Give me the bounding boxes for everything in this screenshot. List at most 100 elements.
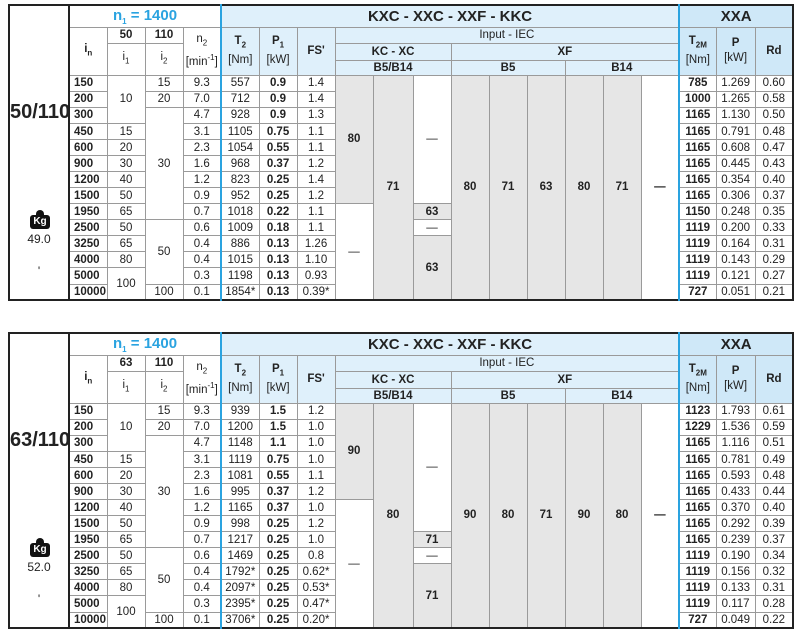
output-torque: 1792* bbox=[220, 563, 260, 581]
i2-stage-header: 110 bbox=[144, 354, 184, 372]
xf-header: XF bbox=[450, 370, 680, 389]
input-power: 0.9 bbox=[258, 74, 298, 92]
service-factor: 0.93 bbox=[296, 267, 336, 285]
ratio-i1: 40 bbox=[106, 171, 146, 188]
output-speed: 0.7 bbox=[182, 531, 222, 549]
model-size: 50/110 bbox=[10, 101, 69, 123]
p1-header: P1 [kW] bbox=[258, 354, 298, 404]
i1-header: i1 bbox=[106, 370, 146, 404]
xxa-power: 0.791 bbox=[715, 123, 756, 140]
xf-motor-size: 90 bbox=[564, 402, 604, 629]
n2-unit-sup: -1 bbox=[207, 53, 215, 63]
output-speed: 9.3 bbox=[182, 74, 222, 92]
xxa-efficiency: 0.39 bbox=[754, 515, 794, 533]
n1-subscript: 1 bbox=[122, 344, 127, 354]
ratio-i1: 30 bbox=[106, 483, 146, 500]
ratio-in: 5000 bbox=[68, 267, 108, 285]
service-factor: 0.8 bbox=[296, 547, 336, 565]
ratio-in: 2500 bbox=[68, 547, 108, 565]
output-speed: 0.4 bbox=[182, 235, 222, 253]
xxa-torque: 1119 bbox=[678, 563, 717, 581]
kc-xc-motor-size: — bbox=[412, 74, 452, 205]
xxa-torque: 1123 bbox=[678, 402, 717, 420]
input-power: 1.1 bbox=[258, 434, 298, 453]
xxa-torque: 1165 bbox=[678, 155, 717, 172]
header-row: 50/110 Kg 49.0 ' n1 = 1400 KXC - XXC - XXF - … bbox=[8, 4, 794, 301]
kc-b5b14-header: B5/B14 bbox=[334, 387, 452, 404]
ratio-i1: 65 bbox=[106, 202, 146, 221]
n2-label: n2 bbox=[184, 360, 220, 378]
service-factor: 0.39* bbox=[296, 283, 336, 301]
xf-motor-size: 90 bbox=[450, 402, 490, 629]
t2-header: T2 [Nm] bbox=[220, 354, 260, 404]
n2-unit: [min-1] bbox=[184, 50, 220, 70]
ratio-in: 200 bbox=[68, 90, 108, 108]
ratio-in: 1950 bbox=[68, 531, 108, 549]
p-label: P bbox=[731, 37, 740, 50]
table-row: 150 10 15 9.3 557 0.9 1.4 80 71—80 71 63 80 71—785 1.… bbox=[9, 74, 794, 301]
t2m-header: T2M [Nm] bbox=[678, 354, 717, 404]
header-row: in 50 110 n2 [min-1] T2 [Nm] P1 [kW] FS' Input - I… bbox=[9, 26, 794, 76]
service-factor: 1.0 bbox=[296, 434, 336, 453]
xxa-efficiency: 0.34 bbox=[754, 547, 794, 565]
xf-header: XF bbox=[450, 42, 680, 61]
n2-header: n2 [min-1] bbox=[182, 354, 222, 404]
kc-xc-motor-size: — bbox=[412, 547, 452, 565]
input-power: 1.5 bbox=[258, 418, 298, 436]
kc-xc-header: KC - XC bbox=[334, 42, 452, 61]
p1-header: P1 [kW] bbox=[258, 26, 298, 76]
output-speed: 4.7 bbox=[182, 434, 222, 453]
p1-label-text: P bbox=[271, 35, 280, 48]
output-torque: 2097* bbox=[220, 579, 260, 597]
t2m-unit: [Nm] bbox=[685, 53, 710, 66]
output-torque: 1054 bbox=[220, 139, 260, 156]
table-row: 1200 40 1.2 823 0.25 1.4 1165 0.354 0.40 bbox=[9, 171, 794, 188]
ratio-i1: 20 bbox=[106, 139, 146, 156]
service-factor: 1.1 bbox=[296, 202, 336, 221]
kc-xc-motor-size: 90 bbox=[334, 402, 374, 501]
xf-motor-size: 80 bbox=[564, 74, 604, 301]
input-speed-header: n1 = 1400 bbox=[68, 332, 222, 356]
input-power: 0.75 bbox=[258, 451, 298, 468]
i2-label: i2 bbox=[146, 50, 182, 68]
ratio-i2: 30 bbox=[144, 434, 184, 549]
weight-icon-knob bbox=[36, 538, 44, 544]
xf-motor-size: — bbox=[640, 74, 680, 301]
n2-unit: [min-1] bbox=[184, 378, 220, 398]
series-title: KXC - XXC - XXF - KKC bbox=[220, 332, 680, 356]
ratio-i1: 65 bbox=[106, 235, 146, 253]
kc-xc-motor-size: 71 bbox=[412, 563, 452, 629]
p1-label: P1 bbox=[260, 34, 296, 52]
i2-label-subscript: 2 bbox=[163, 56, 168, 66]
input-power: 0.75 bbox=[258, 123, 298, 140]
input-power: 0.25 bbox=[258, 547, 298, 565]
weight-value: 52.0 bbox=[27, 560, 51, 574]
xxa-efficiency: 0.37 bbox=[754, 187, 794, 204]
rd-header: Rd bbox=[754, 354, 794, 404]
ratio-in: 900 bbox=[68, 155, 108, 172]
xxa-efficiency: 0.31 bbox=[754, 579, 794, 597]
output-torque: 1165 bbox=[220, 498, 260, 517]
ratio-in: 1200 bbox=[68, 498, 108, 517]
ratio-i2: 20 bbox=[144, 90, 184, 108]
service-factor: 0.53* bbox=[296, 579, 336, 597]
xxa-power: 0.608 bbox=[715, 139, 756, 156]
ratio-i1: 100 bbox=[106, 267, 146, 301]
xxa-efficiency: 0.60 bbox=[754, 74, 794, 92]
output-torque: 939 bbox=[220, 402, 260, 420]
n1-value: = 1400 bbox=[126, 334, 178, 352]
xf-motor-size: 80 bbox=[488, 402, 528, 629]
t2m-label-text: T bbox=[688, 363, 696, 376]
output-speed: 1.2 bbox=[182, 498, 222, 517]
xxa-power: 0.164 bbox=[715, 235, 756, 253]
xxa-torque: 1165 bbox=[678, 467, 717, 484]
kc-b5b14-header: B5/B14 bbox=[334, 59, 452, 76]
ratio-i1: 30 bbox=[106, 155, 146, 172]
xxa-power: 1.269 bbox=[715, 74, 756, 92]
table-row: 5000 100 0.3 1198 0.13 0.93 1119 0.121 0.27 bbox=[9, 267, 794, 301]
t2-unit: [Nm] bbox=[228, 53, 253, 66]
input-power: 0.22 bbox=[258, 202, 298, 221]
service-factor: 1.1 bbox=[296, 139, 336, 156]
p1-label-subscript: 1 bbox=[279, 40, 285, 50]
xxa-power: 0.156 bbox=[715, 563, 756, 581]
